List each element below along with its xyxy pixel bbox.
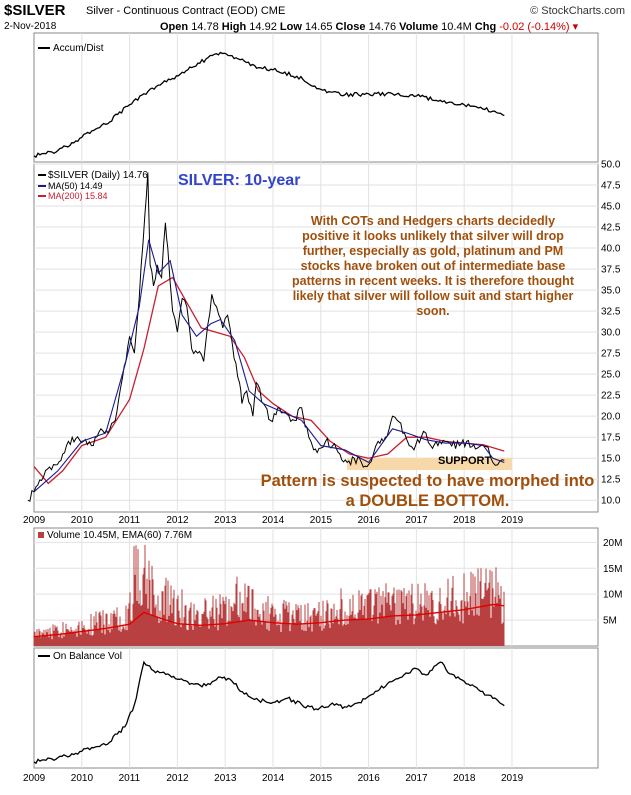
price-y-tick-16: 50.0	[601, 160, 621, 171]
open-label: Open	[160, 21, 189, 33]
price-y-tick-6: 25.0	[601, 370, 621, 381]
price-x-tick-2017: 2017	[405, 515, 428, 526]
obv-x-tick-2013: 2013	[214, 773, 237, 784]
close-value: 14.76	[368, 21, 397, 33]
price-x-tick-2009: 2009	[23, 515, 46, 526]
obv-x-tick-2009: 2009	[23, 773, 46, 784]
price-x-tick-2014: 2014	[262, 515, 285, 526]
ma200-line	[33, 276, 505, 485]
commentary-text: With COTs and Hedgers charts decidedly p…	[291, 214, 574, 318]
chg-label: Chg	[474, 21, 497, 33]
price-legend-label: $SILVER (Daily) 14.76	[48, 170, 148, 181]
panel-frame-obv	[33, 647, 599, 769]
ma50-line	[33, 239, 505, 493]
volume-ema-line	[33, 603, 505, 638]
price-y-tick-0: 10.0	[601, 496, 621, 507]
obv-x-tick-2017: 2017	[405, 773, 428, 784]
obv-x-tick-2019: 2019	[501, 773, 524, 784]
price-x-tick-2019: 2019	[501, 515, 524, 526]
double-bottom-note: Pattern is suspected to have morphed int…	[260, 472, 595, 510]
price-y-tick-9: 32.5	[601, 307, 621, 318]
obv-x-tick-2010: 2010	[71, 773, 94, 784]
chg-value: -0.02 (-0.14%)	[499, 21, 570, 33]
ma50-legend-label: MA(50) 14.49	[48, 181, 103, 191]
price-y-tick-10: 35.0	[601, 286, 621, 297]
volume-y-tick-1: 10M	[603, 590, 622, 601]
close-label: Close	[335, 21, 366, 33]
price-y-tick-14: 45.0	[601, 202, 621, 213]
price-x-tick-2015: 2015	[310, 515, 333, 526]
volume-value: 10.4M	[441, 21, 472, 33]
volume-y-tick-2: 15M	[603, 564, 622, 575]
obv-legend-label: On Balance Vol	[53, 651, 122, 662]
support-band	[347, 457, 512, 470]
ma200-legend-label: MA(200) 15.84	[48, 191, 108, 201]
obv-x-tick-2016: 2016	[358, 773, 381, 784]
volume-label: Volume	[399, 21, 439, 33]
low-label: Low	[279, 21, 302, 33]
price-y-tick-8: 30.0	[601, 328, 621, 339]
volume-legend-label: Volume 10.45M, EMA(60) 7.76M	[47, 530, 192, 541]
price-x-tick-2010: 2010	[71, 515, 94, 526]
ohlc-bar: Open 14.78 High 14.92 Low 14.65 Close 14…	[160, 20, 578, 33]
obv-line	[33, 660, 505, 765]
volume-legend-swatch	[38, 532, 44, 538]
price-y-tick-5: 22.5	[601, 391, 621, 402]
support-label: SUPPORT	[438, 455, 492, 467]
obv-x-tick-2018: 2018	[453, 773, 476, 784]
low-value: 14.65	[304, 21, 333, 33]
high-label: High	[221, 21, 247, 33]
price-y-tick-12: 40.0	[601, 244, 621, 255]
accum-dist-line	[33, 51, 505, 159]
price-x-tick-2011: 2011	[119, 515, 141, 526]
volume-y-tick-0: 5M	[603, 616, 617, 627]
brand-label: © StockCharts.com	[530, 5, 625, 17]
price-x-tick-2016: 2016	[358, 515, 381, 526]
price-y-tick-11: 37.5	[601, 265, 621, 276]
open-value: 14.78	[191, 21, 219, 33]
panel-frame-price	[33, 163, 599, 513]
chart-title-callout: SILVER: 10-year	[178, 172, 301, 189]
price-x-tick-2013: 2013	[214, 515, 237, 526]
obv-x-tick-2014: 2014	[262, 773, 285, 784]
instrument-description: Silver - Continuous Contract (EOD) CME	[86, 5, 286, 17]
price-x-tick-2012: 2012	[166, 515, 189, 526]
down-arrow-icon: ▾	[572, 21, 579, 33]
quote-date: 2-Nov-2018	[4, 21, 57, 32]
price-y-tick-3: 17.5	[601, 433, 621, 444]
price-y-tick-15: 47.5	[601, 181, 621, 192]
obv-x-tick-2015: 2015	[310, 773, 333, 784]
price-y-tick-7: 27.5	[601, 349, 621, 360]
volume-y-tick-3: 20M	[603, 538, 622, 549]
panel-frame-ad	[33, 32, 599, 163]
accum-dist-legend-label: Accum/Dist	[53, 43, 104, 54]
obv-x-tick-2011: 2011	[119, 773, 141, 784]
price-y-tick-4: 20.0	[601, 412, 621, 423]
price-y-tick-13: 42.5	[601, 223, 621, 234]
high-value: 14.92	[249, 21, 277, 33]
symbol-title: $SILVER	[4, 2, 66, 19]
price-y-tick-1: 12.5	[601, 475, 621, 486]
obv-x-tick-2012: 2012	[166, 773, 189, 784]
price-y-tick-2: 15.0	[601, 454, 621, 465]
price-x-tick-2018: 2018	[453, 515, 476, 526]
